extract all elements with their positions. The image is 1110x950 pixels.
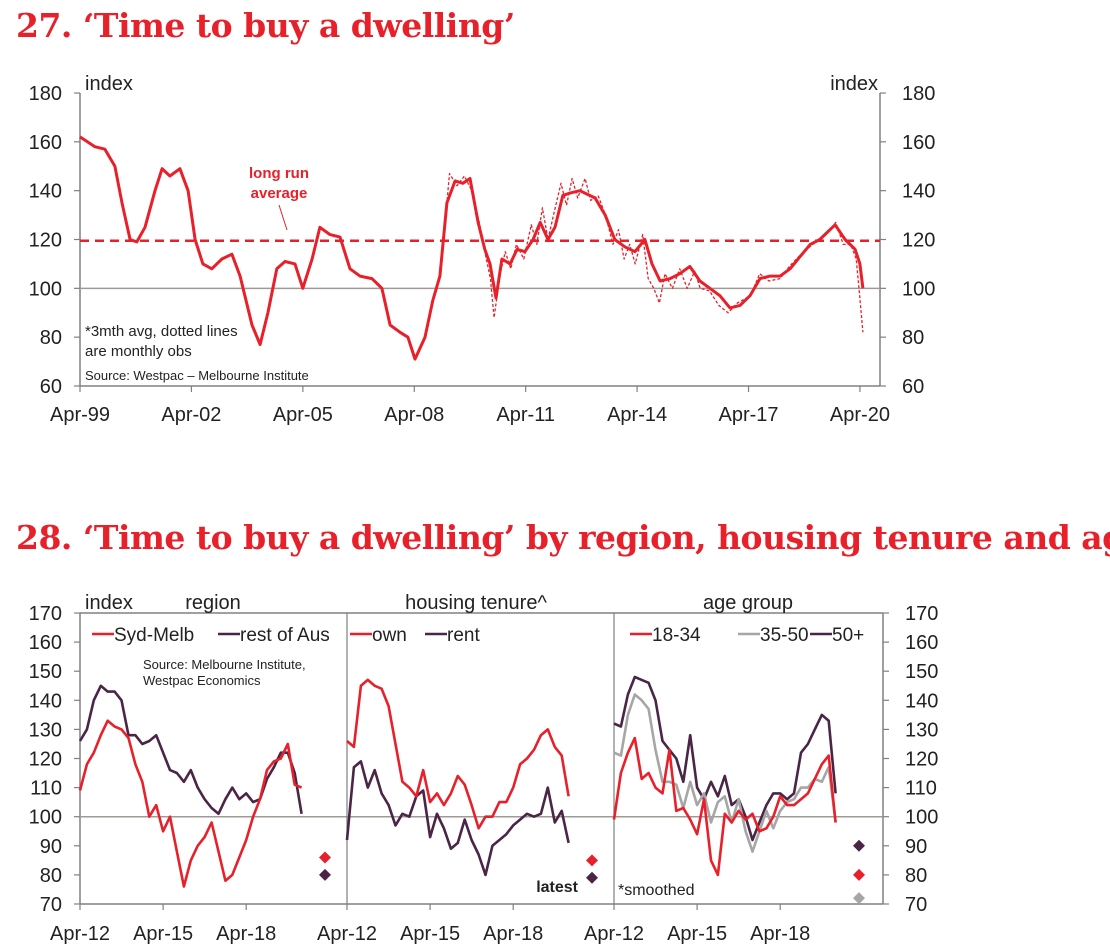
series-line-3mth-avg — [79, 135, 865, 361]
latest-marker — [853, 892, 865, 905]
legend-label: rest of Aus — [240, 625, 330, 646]
latest-label: latest — [536, 879, 578, 896]
series-line-own — [346, 678, 570, 830]
x-tick-label: Apr-18 — [750, 923, 810, 945]
legend-label: Syd-Melb — [114, 625, 194, 646]
x-tick-label: Apr-99 — [50, 404, 110, 426]
x-tick-label: Apr-20 — [830, 404, 890, 426]
x-tick-label: Apr-12 — [584, 923, 644, 945]
smoothed-note: *smoothed — [618, 882, 695, 899]
y-tick-label-left: 170 — [29, 603, 62, 625]
y-tick-label-right: 120 — [905, 749, 938, 771]
y-tick-label-left: 100 — [29, 278, 62, 300]
y-tick-label-right: 100 — [902, 278, 935, 300]
y-tick-label-left: 180 — [29, 83, 62, 105]
y-tick-label-right: 140 — [902, 181, 935, 203]
latest-marker — [853, 868, 865, 881]
y-tick-label-right: 140 — [905, 690, 938, 712]
y-tick-label-right: 160 — [905, 632, 938, 654]
y-tick-label-left: 130 — [29, 719, 62, 741]
x-tick-label: Apr-18 — [216, 923, 276, 945]
long-run-average-label: average — [251, 185, 308, 202]
x-tick-label: Apr-14 — [607, 404, 667, 426]
y-axis-label-left: index — [85, 73, 133, 95]
y-tick-label-left: 120 — [29, 749, 62, 771]
source-text: Source: Westpac – Melbourne Institute — [85, 368, 309, 383]
y-tick-label-right: 130 — [905, 719, 938, 741]
series-line-50- — [613, 675, 837, 842]
y-tick-label-right: 180 — [902, 83, 935, 105]
x-tick-label: Apr-18 — [483, 923, 543, 945]
latest-marker — [853, 839, 865, 852]
x-tick-label: Apr-05 — [273, 404, 333, 426]
panel-title-2: age group — [703, 592, 793, 614]
x-tick-label: Apr-02 — [161, 404, 221, 426]
y-tick-label-left: 80 — [40, 865, 62, 887]
y-tick-label-right: 80 — [905, 865, 927, 887]
y-tick-label-left: 140 — [29, 181, 62, 203]
x-tick-label: Apr-15 — [667, 923, 727, 945]
x-tick-label: Apr-15 — [133, 923, 193, 945]
series-line-35-50 — [613, 693, 837, 853]
y-tick-label-right: 80 — [902, 327, 924, 349]
latest-marker — [586, 871, 598, 884]
legend-label: 35-50 — [760, 625, 809, 646]
series-line-monthly — [445, 172, 864, 333]
x-tick-label: Apr-15 — [400, 923, 460, 945]
series-line-syd-melb — [78, 719, 303, 888]
y-tick-label-left: 110 — [30, 778, 62, 800]
latest-marker — [586, 854, 598, 867]
y-axis-label-right: index — [830, 73, 878, 95]
long-run-average-label: long run — [249, 165, 309, 182]
y-tick-label-right: 100 — [905, 807, 938, 829]
series-line-18-34 — [612, 736, 837, 877]
y-tick-label-left: 70 — [40, 894, 62, 916]
x-tick-label: Apr-08 — [384, 404, 444, 426]
latest-marker — [319, 868, 331, 881]
y-tick-label-left: 160 — [29, 132, 62, 154]
series-line-rest-of-aus — [78, 684, 303, 816]
y-tick-label-left: 140 — [29, 690, 62, 712]
y-tick-label-right: 150 — [905, 661, 938, 683]
y-tick-label-left: 80 — [40, 327, 62, 349]
y-tick-label-left: 120 — [29, 230, 62, 252]
legend-label: 50+ — [832, 625, 864, 646]
source-text: Source: Melbourne Institute, — [143, 657, 306, 672]
x-tick-label: Apr-11 — [496, 404, 555, 426]
y-tick-label-right: 120 — [902, 230, 935, 252]
y-tick-label-left: 60 — [40, 376, 62, 398]
source-text: Westpac Economics — [143, 673, 261, 688]
legend-label: own — [372, 625, 407, 646]
y-tick-label-right: 60 — [902, 376, 924, 398]
y-tick-label-right: 70 — [905, 894, 927, 916]
series-line-rent — [345, 760, 570, 877]
y-tick-label-right: 90 — [905, 836, 927, 858]
latest-marker — [319, 851, 331, 864]
y-axis-label: index — [85, 592, 133, 614]
y-tick-label-right: 160 — [902, 132, 935, 154]
chart-28-title: 28. ‘Time to buy a dwelling’ by region, … — [16, 518, 1110, 557]
note-text: *3mth avg, dotted lines — [85, 323, 238, 340]
x-tick-label: Apr-12 — [50, 923, 110, 945]
x-tick-label: Apr-17 — [719, 404, 779, 426]
y-tick-label-right: 110 — [905, 778, 937, 800]
chart-27-title: 27. ‘Time to buy a dwelling’ — [16, 6, 515, 45]
y-tick-label-left: 150 — [29, 661, 62, 683]
x-tick-label: Apr-12 — [317, 923, 377, 945]
y-tick-label-left: 100 — [29, 807, 62, 829]
legend-label: 18-34 — [652, 625, 701, 646]
y-tick-label-left: 160 — [29, 632, 62, 654]
panel-title-1: housing tenure^ — [405, 592, 547, 614]
y-tick-label-left: 90 — [40, 836, 62, 858]
panel-title-0: region — [185, 592, 241, 614]
y-tick-label-right: 170 — [905, 603, 938, 625]
annotation-pointer — [278, 204, 288, 231]
note-text: are monthly obs — [85, 343, 192, 360]
legend-label: rent — [447, 625, 480, 646]
